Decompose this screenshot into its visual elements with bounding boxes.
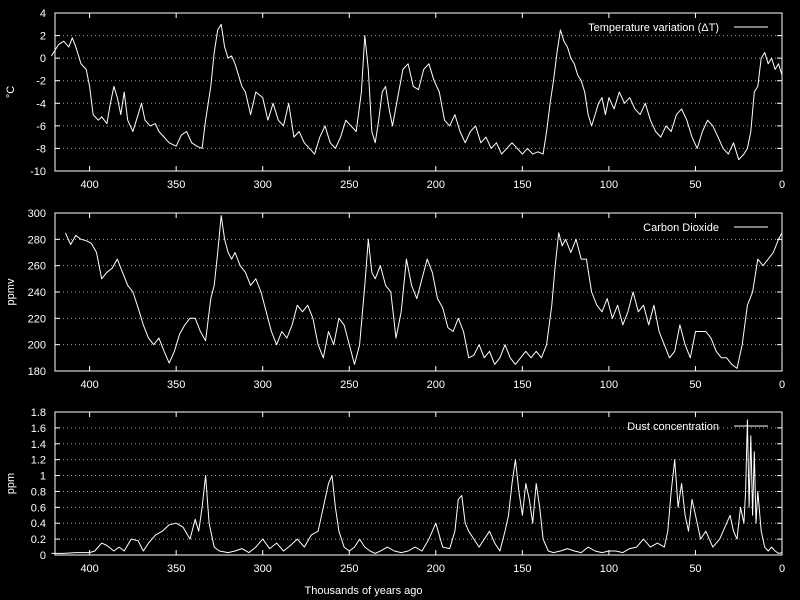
plot-frame: [54, 411, 783, 556]
series-line-temperature-variation-t: [51, 23, 783, 161]
x-tick-label: 250: [340, 379, 358, 391]
y-tick-label: 0.4: [31, 518, 46, 530]
x-tick-label: 150: [513, 563, 531, 575]
x-tick-label: 350: [167, 379, 185, 391]
x-tick-label: 150: [513, 179, 531, 191]
legend-label: Temperature variation (ΔT): [588, 22, 719, 34]
x-tick-label: 250: [340, 179, 358, 191]
y-tick-label: 0.2: [31, 534, 46, 546]
y-tick-label: 1: [40, 471, 46, 483]
y-axis-label: ppmv: [5, 278, 17, 305]
y-tick-label: -8: [36, 143, 46, 155]
y-tick-label: 220: [28, 313, 46, 325]
x-tick-label: 50: [689, 179, 701, 191]
legend-label: Dust concentration: [627, 421, 719, 433]
x-tick-label: 400: [80, 563, 98, 575]
x-tick-label: 200: [427, 563, 445, 575]
y-tick-label: -6: [36, 121, 46, 133]
chart-panel-2: 300 280 260 240 220 200 180 400 350 300 250 200 150 1…: [5, 208, 785, 391]
y-tick-label: 300: [28, 208, 46, 220]
y-tick-label: 4: [40, 8, 46, 20]
x-tick-label: 200: [427, 379, 445, 391]
x-tick-label: 300: [254, 379, 272, 391]
y-tick-label: 1.4: [31, 439, 46, 451]
y-tick-label: 240: [28, 287, 46, 299]
y-tick-label: -2: [36, 76, 46, 88]
x-tick-label: 150: [513, 379, 531, 391]
x-tick-label: 350: [167, 179, 185, 191]
x-tick-label: 400: [80, 179, 98, 191]
chart-panel-3: 1.8 1.6 1.4 1.2 1 0.8 0.6 0.4 0.2 0 400 350 300 250 20…: [5, 407, 785, 597]
y-tick-label: 1.2: [31, 455, 46, 467]
y-tick-label: 1.6: [31, 423, 46, 435]
x-tick-label: 300: [254, 563, 272, 575]
y-tick-label: 0: [40, 550, 46, 562]
y-tick-label: 0: [40, 53, 46, 65]
y-tick-label: 180: [28, 366, 46, 378]
y-tick-label: -4: [36, 98, 46, 110]
y-tick-label: 280: [28, 234, 46, 246]
x-tick-label: 200: [427, 179, 445, 191]
chart-panel-1: 4 2 0 -2 -4 -6 -8 -10 400 350 300 250 200 150 100 50 0 °C…: [5, 8, 785, 191]
x-tick-label: 300: [254, 179, 272, 191]
y-axis-label: °C: [5, 86, 17, 98]
y-tick-label: 1.8: [31, 407, 46, 419]
y-tick-label: 0.8: [31, 486, 46, 498]
y-axis-label: ppm: [5, 473, 17, 494]
x-tick-label: 0: [779, 379, 785, 391]
x-tick-label: 0: [779, 179, 785, 191]
y-tick-label: 2: [40, 31, 46, 43]
plot-frame: [54, 12, 783, 172]
series-line-carbon-dioxide: [64, 215, 783, 369]
x-tick-label: 50: [689, 563, 701, 575]
legend-label: Carbon Dioxide: [643, 222, 719, 234]
x-tick-label: 100: [600, 179, 618, 191]
x-tick-label: 400: [80, 379, 98, 391]
y-tick-label: -10: [30, 166, 46, 178]
y-tick-label: 200: [28, 340, 46, 352]
x-axis-label: Thousands of years ago: [304, 585, 422, 597]
x-tick-label: 250: [340, 563, 358, 575]
series-line-dust-concentration: [51, 419, 783, 554]
y-tick-label: 260: [28, 261, 46, 273]
y-tick-label: 0.6: [31, 502, 46, 514]
x-tick-label: 100: [600, 379, 618, 391]
x-tick-label: 100: [600, 563, 618, 575]
x-tick-label: 350: [167, 563, 185, 575]
x-tick-label: 50: [689, 379, 701, 391]
x-tick-label: 0: [779, 563, 785, 575]
